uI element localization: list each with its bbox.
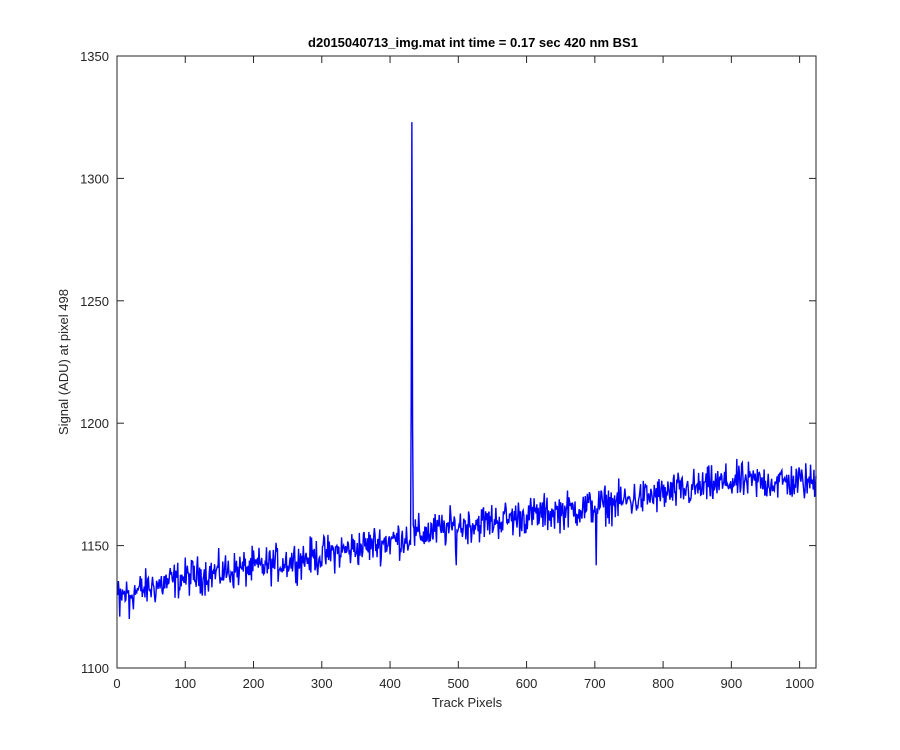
x-tick-label: 1000	[785, 676, 814, 691]
x-tick-label: 200	[243, 676, 265, 691]
plot-area	[116, 55, 817, 669]
y-axis: 1100 1150 1200 1250 1300 1350	[80, 49, 816, 676]
y-tick-label: 1300	[80, 171, 109, 186]
axes-box	[116, 55, 817, 669]
x-tick-label: 700	[584, 676, 606, 691]
x-axis-label: Track Pixels	[432, 695, 503, 710]
series-line-0	[116, 122, 817, 620]
x-tick-label: 600	[516, 676, 538, 691]
y-tick-label: 1250	[80, 294, 109, 309]
y-axis-label: Signal (ADU) at pixel 498	[56, 289, 71, 435]
y-tick-label: 1100	[81, 661, 109, 676]
x-tick-label: 500	[447, 676, 469, 691]
x-tick-label: 800	[652, 676, 674, 691]
x-axis: 0 100 200 300 400 500 600 700 800 900 1000	[113, 56, 814, 691]
x-tick-label: 400	[379, 676, 401, 691]
x-tick-label: 0	[113, 676, 120, 691]
y-tick-label: 1350	[80, 49, 109, 64]
x-tick-label: 900	[721, 676, 743, 691]
chart-title: d2015040713_img.mat int time = 0.17 sec …	[308, 35, 638, 50]
y-tick-label: 1150	[81, 539, 109, 554]
y-tick-label: 1200	[80, 416, 109, 431]
x-tick-label: 100	[174, 676, 196, 691]
x-tick-label: 300	[311, 676, 333, 691]
